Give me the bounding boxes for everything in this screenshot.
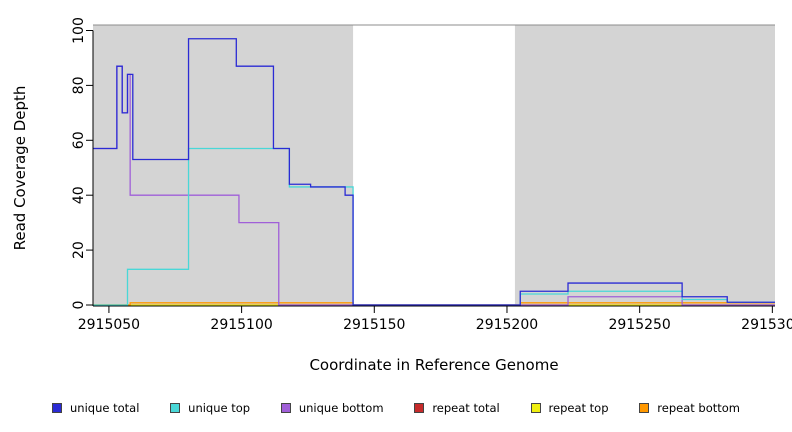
x-tick-label: 2915100	[210, 317, 272, 333]
legend-label: unique total	[70, 401, 140, 415]
legend-label: repeat top	[548, 401, 609, 415]
legend-item-repeat-bottom: repeat bottom	[639, 401, 740, 415]
y-tick-label: 40	[71, 186, 87, 204]
x-tick-label: 2915050	[78, 317, 140, 333]
shaded-region	[93, 25, 354, 305]
x-axis-label: Coordinate in Reference Genome	[309, 356, 559, 374]
shaded-region	[514, 25, 775, 305]
legend-item-unique-total: unique total	[52, 401, 139, 415]
legend-swatch	[52, 403, 62, 413]
legend: unique total unique top unique bottom repea…	[0, 398, 792, 418]
y-tick-label: 100	[71, 17, 87, 44]
legend-item-unique-top: unique top	[170, 401, 250, 415]
legend-label: repeat total	[432, 401, 500, 415]
y-tick-label: 0	[71, 301, 87, 310]
y-tick-label: 80	[71, 76, 87, 94]
legend-item-repeat-total: repeat total	[414, 401, 500, 415]
legend-label: unique top	[188, 401, 251, 415]
y-tick-label: 20	[71, 241, 87, 259]
legend-label: repeat bottom	[657, 401, 740, 415]
legend-label: unique bottom	[298, 401, 384, 415]
x-tick-label: 2915200	[476, 317, 538, 333]
x-tick-label: 2915150	[343, 317, 405, 333]
coverage-plot: 2915050 2915100 2915150 2915200 2915250 29153…	[71, 17, 792, 333]
legend-swatch	[530, 403, 541, 413]
series-unique-total	[93, 38, 775, 306]
legend-swatch	[639, 403, 650, 413]
x-tick-label: 2915250	[608, 317, 670, 333]
y-tick-label: 60	[71, 131, 87, 149]
y-axis-label: Read Coverage Depth	[11, 85, 29, 251]
legend-item-unique-bottom: unique bottom	[280, 401, 384, 415]
legend-swatch	[280, 403, 291, 413]
legend-swatch	[414, 403, 425, 413]
legend-item-repeat-top: repeat top	[530, 401, 609, 415]
legend-swatch	[170, 403, 181, 413]
